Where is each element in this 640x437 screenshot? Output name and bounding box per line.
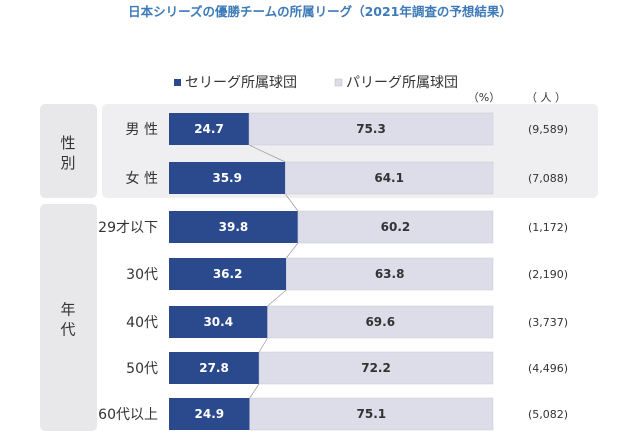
count-label: (9,589) (528, 123, 568, 136)
bar-pacific (297, 210, 494, 244)
data-label: 60.2 (381, 220, 411, 234)
bar-pacific (267, 305, 494, 339)
group-label: 別 (60, 154, 75, 172)
category-label: 60代以上 (98, 407, 158, 423)
bar-central (169, 162, 286, 194)
count-label: (5,082) (528, 408, 568, 421)
category-label: 40代 (126, 315, 158, 331)
bar-pacific (248, 112, 494, 146)
group-label: 代 (60, 321, 75, 339)
data-label: 75.3 (356, 122, 386, 136)
data-label: 39.8 (219, 220, 249, 234)
data-label: 24.9 (195, 407, 225, 421)
group-label: 年 (60, 301, 75, 319)
connector-line (258, 337, 268, 353)
bar-central (169, 113, 250, 145)
data-label: 24.7 (194, 122, 224, 136)
unit-people: （ 人 ） (526, 91, 566, 104)
data-label: 30.4 (203, 315, 233, 329)
count-label: (3,737) (528, 316, 568, 329)
bar-central (169, 306, 268, 338)
legend-swatch-central (174, 79, 181, 86)
connector-line (249, 383, 260, 399)
bar-central (169, 398, 250, 430)
category-label: 女 性 (126, 170, 158, 187)
connector-line (248, 144, 286, 163)
category-label: 29才以下 (98, 220, 158, 236)
category-label: 50代 (126, 361, 158, 377)
data-label: 35.9 (212, 171, 242, 185)
bar-pacific (258, 351, 494, 385)
connector-line (267, 289, 287, 307)
bar-central (169, 352, 260, 384)
data-label: 69.6 (365, 315, 395, 329)
data-label: 63.8 (375, 267, 405, 281)
data-label: 64.1 (374, 171, 404, 185)
data-label: 72.2 (361, 361, 391, 375)
group-label-box (40, 104, 97, 198)
bar-pacific (286, 257, 494, 291)
category-label: 30代 (126, 267, 158, 283)
unit-percent: （%） (468, 91, 500, 104)
group-label-box (40, 204, 97, 431)
legend-swatch-pacific (334, 78, 343, 87)
legend-label-central: セリーグ所属球団 (185, 75, 297, 91)
group-label: 性 (60, 134, 75, 152)
count-label: (4,496) (528, 362, 568, 375)
data-label: 75.1 (357, 407, 387, 421)
bar-pacific (285, 161, 494, 195)
count-label: (2,190) (528, 268, 568, 281)
connector-line (286, 242, 299, 259)
data-label: 27.8 (199, 361, 229, 375)
data-label: 36.2 (213, 267, 243, 281)
legend-label-pacific: パリーグ所属球団 (346, 75, 458, 91)
category-label: 男 性 (126, 122, 158, 138)
bar-central (169, 258, 287, 290)
chart-title: 日本シリーズの優勝チームの所属リーグ（2021年調査の予想結果） (128, 4, 512, 19)
count-label: (1,172) (528, 221, 568, 234)
count-label: (7,088) (528, 172, 568, 185)
connector-line (285, 193, 299, 212)
bar-pacific (249, 397, 494, 431)
bar-central (169, 211, 298, 243)
